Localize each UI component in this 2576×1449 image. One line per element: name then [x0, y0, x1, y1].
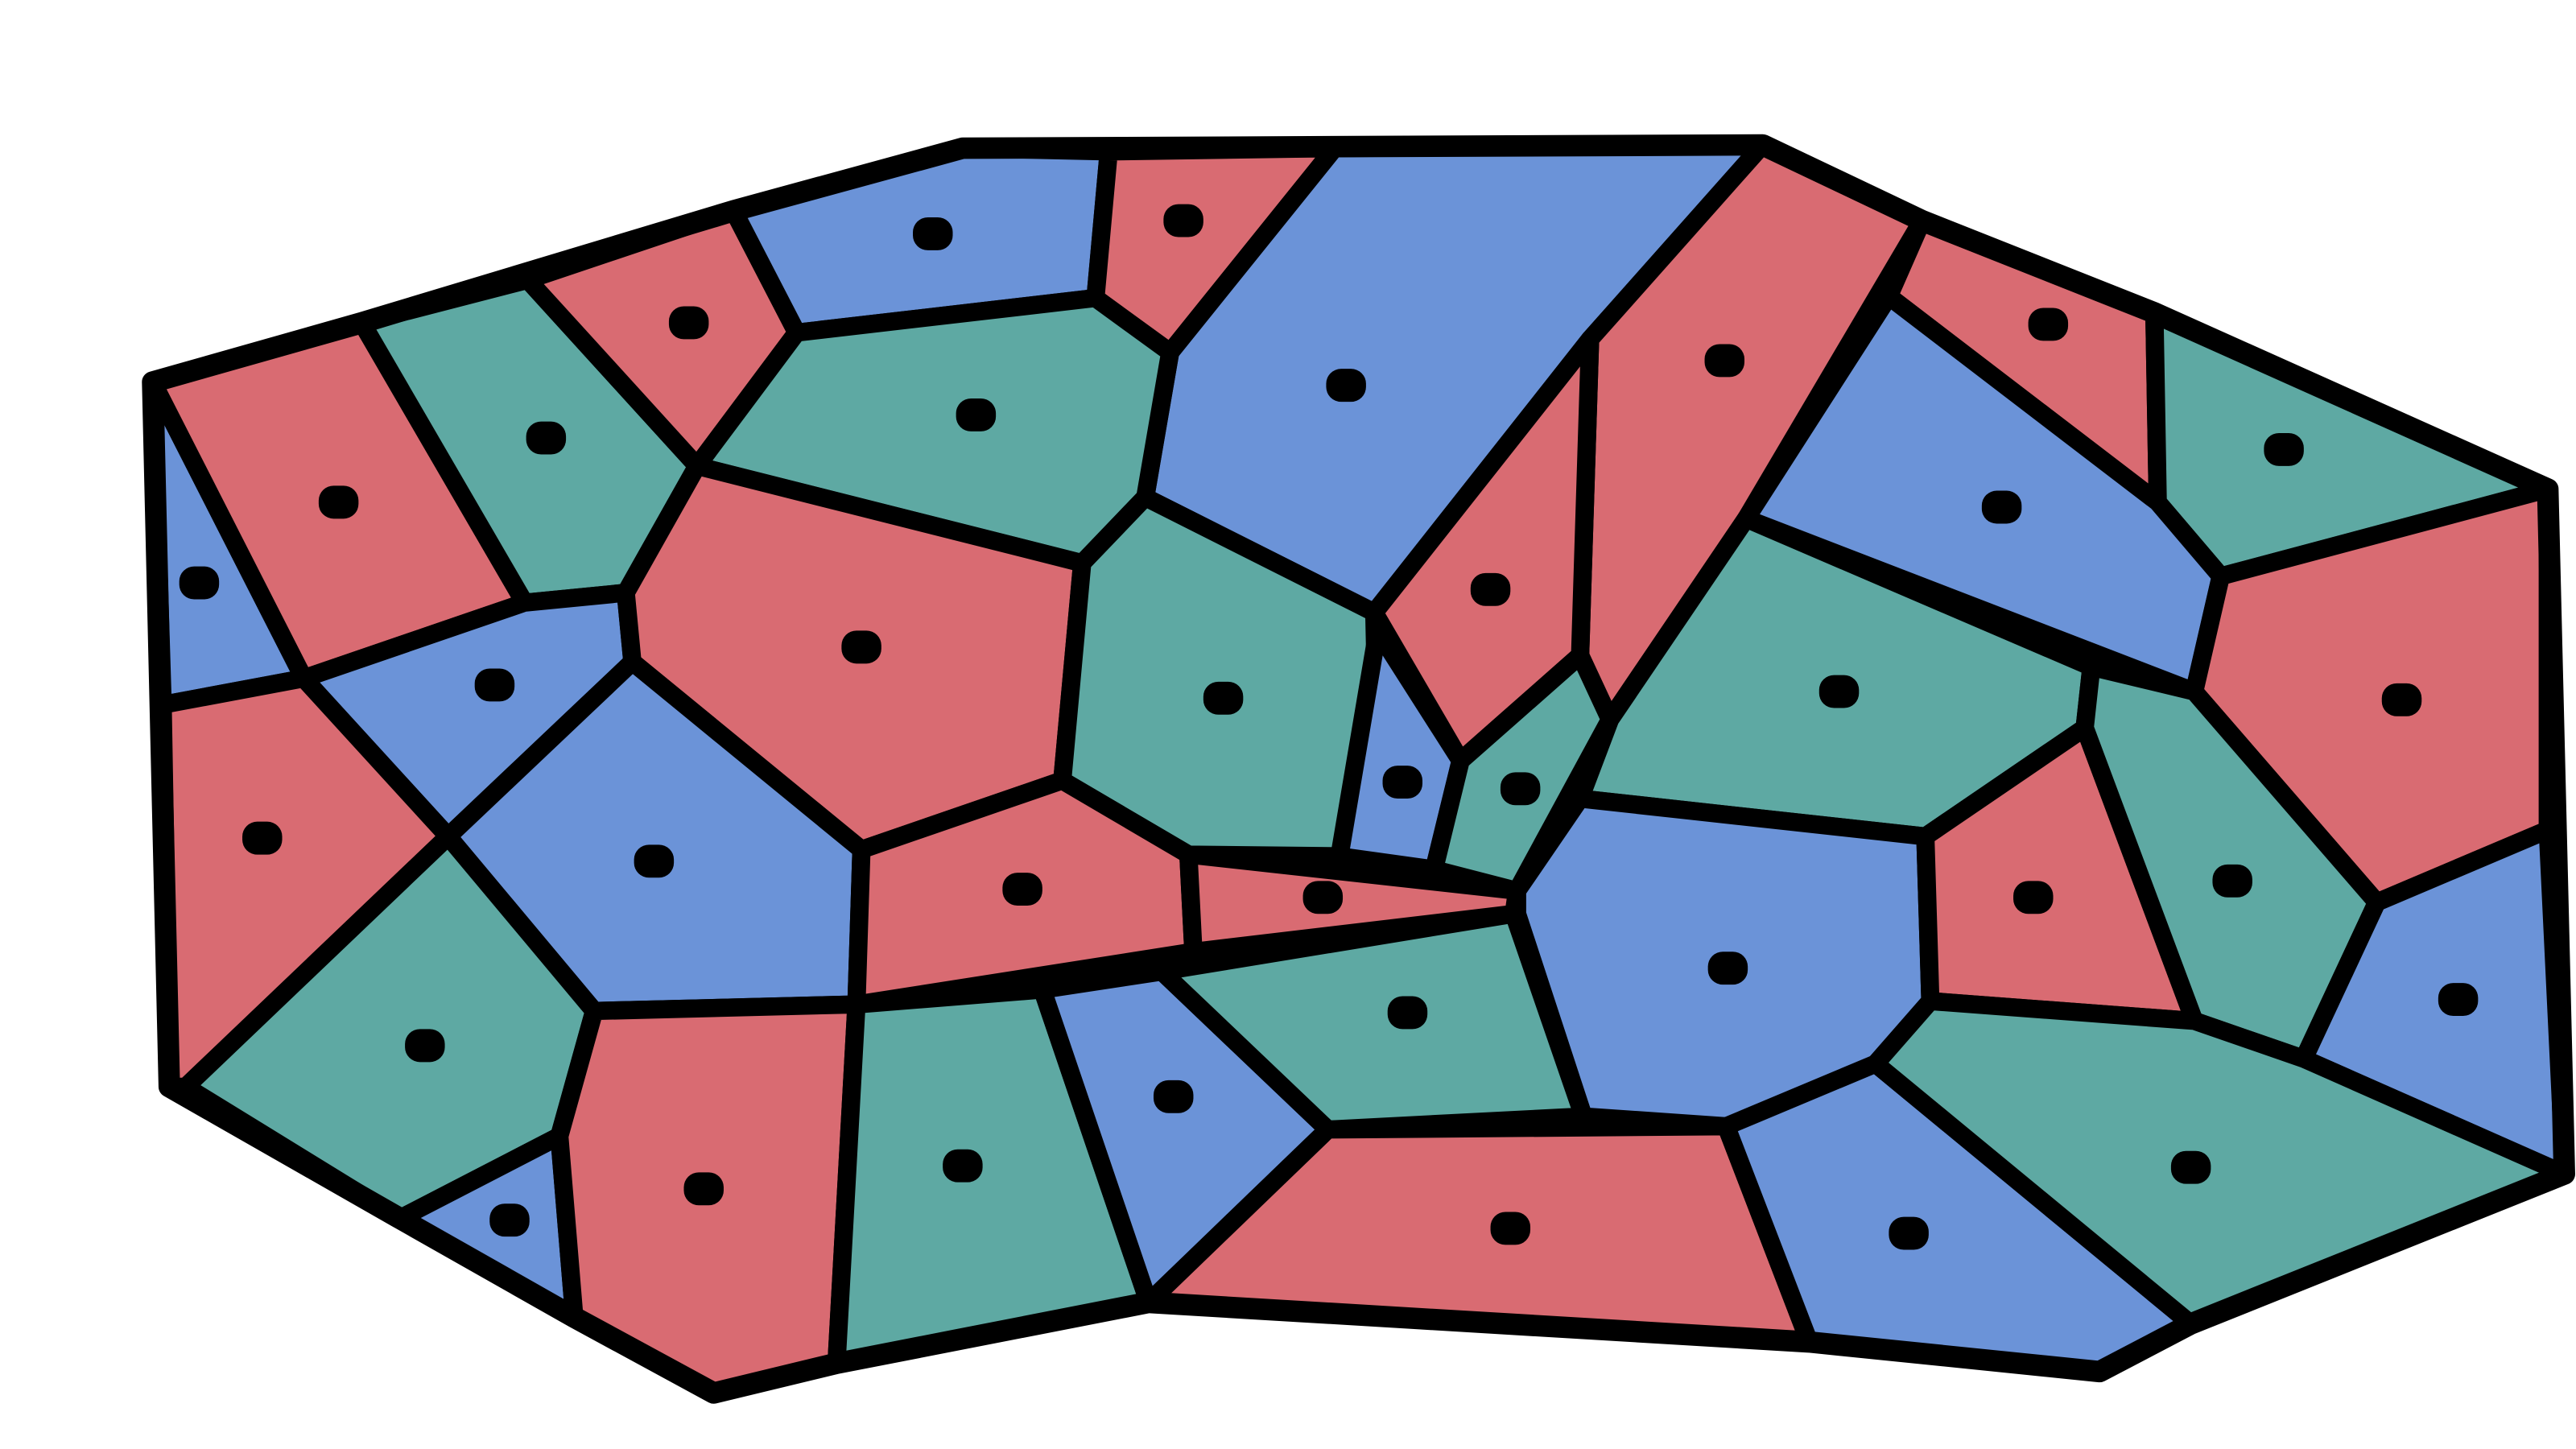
- cell-site-dot: [179, 566, 220, 600]
- cell-site-dot: [1490, 1212, 1531, 1245]
- cell-site-dot: [1704, 344, 1745, 378]
- cell-site-dot: [2381, 683, 2422, 716]
- cell-site-dot: [1302, 881, 1344, 914]
- voronoi-cells: [143, 135, 2574, 1402]
- cell-site-dot: [1002, 873, 1042, 906]
- cell-site-dot: [634, 844, 675, 878]
- cell-site-dot: [1500, 772, 1541, 806]
- cell-site-dot: [1889, 1216, 1929, 1250]
- cell-site-dot: [2013, 881, 2054, 914]
- cell-site-dot: [668, 306, 709, 340]
- cell-site-dot: [1153, 1080, 1194, 1113]
- cell-site-dot: [1203, 681, 1244, 715]
- cell-site-dot: [683, 1172, 724, 1206]
- cell-site-dot: [1326, 369, 1366, 402]
- cell-site-dot: [1387, 996, 1428, 1030]
- cell-sites: [179, 204, 2479, 1250]
- cell-site-dot: [1981, 490, 2022, 524]
- cell-site-dot: [1470, 572, 1511, 606]
- cell-site-dot: [2028, 308, 2069, 341]
- cell-site-dot: [943, 1149, 983, 1183]
- cell-site-dot: [913, 217, 953, 250]
- cell-site-dot: [489, 1203, 530, 1237]
- map-outline: [142, 134, 2575, 1404]
- voronoi-cell-green: [1152, 904, 1593, 1139]
- cell-site-dot: [1163, 204, 1203, 237]
- cell-site-dot: [318, 485, 359, 519]
- cell-site-dot: [2212, 864, 2252, 898]
- cell-site-dot: [2438, 983, 2479, 1017]
- cell-site-dot: [956, 398, 997, 431]
- cell-site-dot: [2264, 432, 2304, 466]
- cell-site-dot: [526, 421, 567, 455]
- cell-site-dot: [1707, 952, 1748, 985]
- cell-site-dot: [841, 630, 881, 664]
- cell-site-dot: [2170, 1150, 2211, 1184]
- cell-site-dot: [1818, 675, 1860, 708]
- cell-site-dot: [242, 821, 283, 855]
- cell-site-dot: [1382, 766, 1423, 799]
- cell-site-dot: [474, 668, 515, 702]
- cell-site-dot: [405, 1029, 445, 1063]
